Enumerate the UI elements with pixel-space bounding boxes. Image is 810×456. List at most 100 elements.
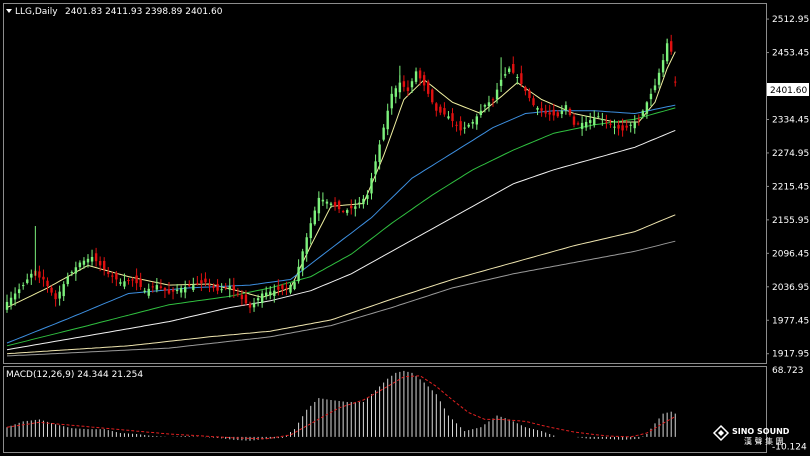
price-axis: 2512.95 2453.45 2334.45 2274.95 2215.45 2155.… [766, 15, 809, 360]
candle-body [584, 121, 588, 128]
macd-layer [6, 370, 676, 441]
candle-body [499, 79, 503, 86]
ma_gray-line [6, 240, 676, 357]
ma_white-line [6, 129, 676, 351]
moving-average-layer [6, 51, 676, 357]
candle-body [439, 106, 442, 113]
ma_blue-line [6, 104, 676, 344]
candle-body [212, 286, 215, 288]
candle-body [593, 118, 596, 126]
candle-body [127, 279, 130, 281]
candle-body [556, 112, 559, 117]
candle-body [42, 276, 45, 280]
candle-body [163, 287, 167, 291]
candle-body [548, 112, 551, 115]
macd-tick-label: 68.723 [772, 366, 804, 376]
price-tick-label: 2215.45 [772, 182, 809, 192]
candle-body [540, 108, 543, 111]
candle-body [232, 284, 235, 291]
candle-body [617, 124, 620, 129]
candle-body [236, 293, 240, 295]
candle-body [609, 123, 612, 125]
candle-body [175, 289, 179, 291]
candle-body [447, 116, 450, 119]
candle-body [572, 116, 576, 125]
candle-body [5, 301, 9, 310]
candle-body [159, 286, 163, 288]
candle-body [597, 116, 600, 118]
candle-body [475, 116, 478, 125]
candle-body [435, 103, 438, 111]
candle-body [309, 223, 312, 239]
candle-body [38, 271, 41, 278]
watermark-cn: 漢 聲 集 團 [744, 436, 784, 446]
candlestick-layer [5, 34, 677, 314]
candle-body [649, 93, 653, 100]
candle-body [427, 81, 430, 94]
candle-body [394, 88, 397, 97]
candle-body [528, 90, 531, 99]
candle-body [325, 201, 329, 204]
candle-body [341, 211, 345, 213]
price-tick-label: 2512.95 [772, 15, 809, 25]
candle-body [390, 93, 393, 109]
candle-body [62, 284, 65, 297]
candle-body [22, 285, 25, 287]
candle-body [422, 75, 426, 86]
triangle-down-icon[interactable] [6, 9, 12, 13]
candle-body [637, 118, 640, 120]
candle-body [305, 237, 308, 254]
candle-body [495, 89, 499, 100]
macd-label: MACD(12,26,9) 24.344 21.254 [6, 370, 143, 380]
candle-body [398, 82, 402, 93]
candle-body [30, 273, 33, 278]
candle-body [346, 210, 349, 213]
candle-body [188, 284, 191, 287]
candle-body [536, 107, 539, 110]
candle-body [151, 286, 154, 288]
candle-body [86, 258, 90, 263]
candle-body [216, 283, 219, 291]
candle-body [512, 64, 515, 73]
candle-body [220, 289, 223, 291]
candle-body [50, 287, 53, 293]
candle-body [374, 161, 377, 175]
candle-body [483, 105, 487, 107]
candle-body [265, 292, 268, 297]
price-tick-label: 2453.45 [772, 49, 809, 59]
candle-body [123, 281, 126, 287]
macd-panel-frame [3, 366, 767, 453]
candle-body [414, 71, 418, 82]
candle-body [406, 87, 410, 92]
candle-body [111, 275, 114, 277]
ma_green-line [6, 107, 676, 347]
candle-body [382, 127, 385, 140]
price-panel-frame [3, 3, 767, 364]
symbol-label: LLG,Daily [15, 7, 58, 17]
candle-body [560, 110, 564, 115]
candle-body [17, 289, 21, 294]
candle-body [463, 127, 466, 129]
candle-body [665, 43, 669, 62]
candle-body [601, 119, 604, 121]
candle-body [491, 99, 495, 101]
ohlc-label: 2401.83 2411.93 2398.89 2401.60 [65, 7, 223, 17]
candle-body [139, 279, 142, 287]
candle-body [487, 102, 491, 107]
candle-body [532, 98, 535, 106]
ma5-line [6, 51, 676, 309]
candle-body [46, 280, 49, 287]
candle-body [131, 279, 134, 281]
candle-body [171, 289, 175, 292]
macd-axis: 68.723 -10.124 [772, 366, 807, 453]
candle-body [580, 122, 584, 129]
candle-body [252, 302, 256, 308]
candle-body [674, 81, 677, 83]
candle-body [443, 108, 446, 115]
candle-body [119, 282, 122, 284]
price-tick-label: 1917.95 [772, 350, 809, 360]
candle-body [589, 120, 592, 123]
candle-body [544, 110, 547, 114]
